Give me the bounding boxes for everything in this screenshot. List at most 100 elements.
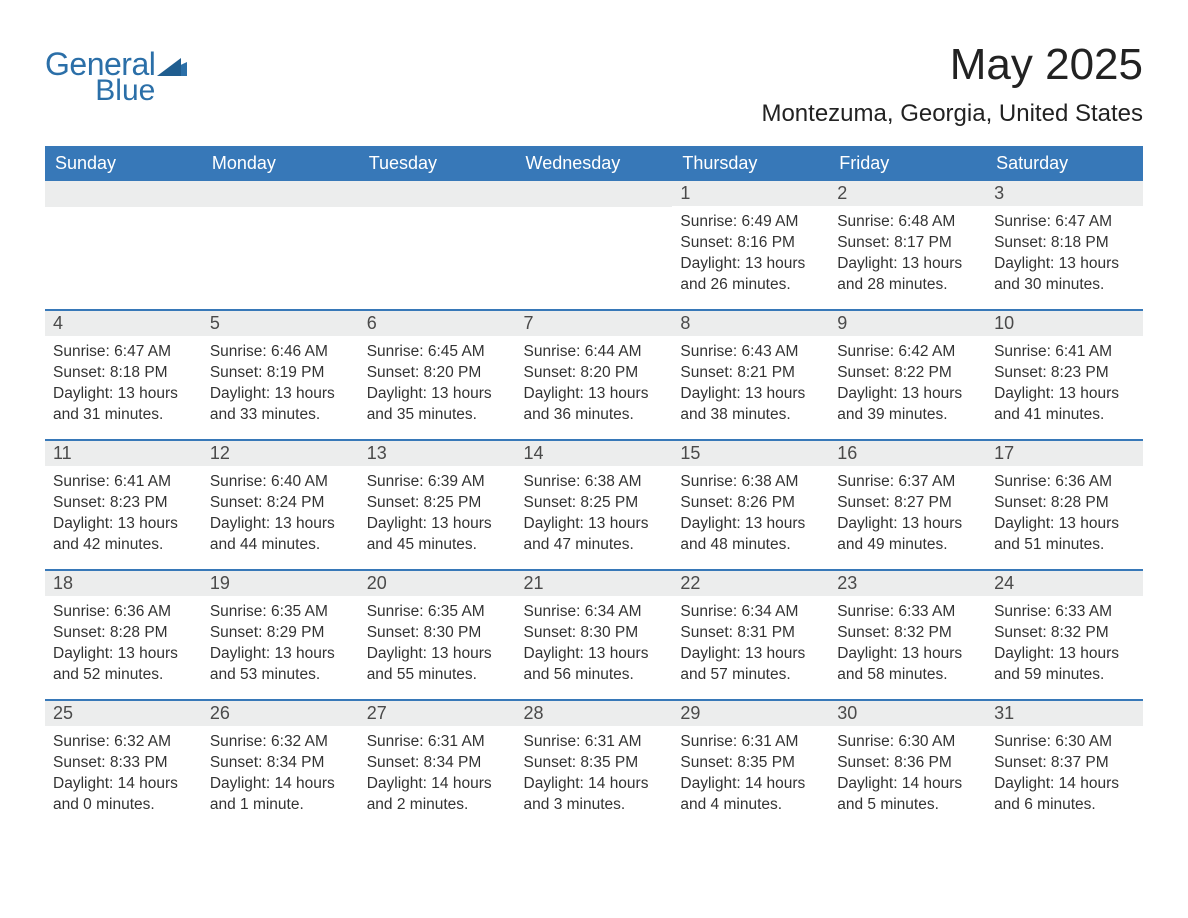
sunrise-text: Sunrise: 6:30 AM	[837, 732, 978, 753]
day-content: Sunrise: 6:41 AMSunset: 8:23 PMDaylight:…	[986, 336, 1143, 430]
daylight-text: Daylight: 14 hours and 3 minutes.	[524, 774, 665, 816]
daylight-text: Daylight: 13 hours and 26 minutes.	[680, 254, 821, 296]
logo-word-blue: Blue	[45, 77, 155, 104]
sunset-text: Sunset: 8:37 PM	[994, 753, 1135, 774]
daylight-text: Daylight: 13 hours and 28 minutes.	[837, 254, 978, 296]
day-number: 31	[986, 701, 1143, 726]
calendar-cell: 4Sunrise: 6:47 AMSunset: 8:18 PMDaylight…	[45, 310, 202, 440]
calendar-cell	[45, 181, 202, 310]
day-content: Sunrise: 6:40 AMSunset: 8:24 PMDaylight:…	[202, 466, 359, 560]
day-number: 12	[202, 441, 359, 466]
sunset-text: Sunset: 8:21 PM	[680, 363, 821, 384]
sunset-text: Sunset: 8:26 PM	[680, 493, 821, 514]
daylight-text: Daylight: 13 hours and 45 minutes.	[367, 514, 508, 556]
day-content: Sunrise: 6:31 AMSunset: 8:34 PMDaylight:…	[359, 726, 516, 820]
sunrise-text: Sunrise: 6:36 AM	[994, 472, 1135, 493]
day-content: Sunrise: 6:34 AMSunset: 8:31 PMDaylight:…	[672, 596, 829, 690]
calendar-cell: 29Sunrise: 6:31 AMSunset: 8:35 PMDayligh…	[672, 700, 829, 829]
daylight-text: Daylight: 14 hours and 0 minutes.	[53, 774, 194, 816]
calendar-cell: 9Sunrise: 6:42 AMSunset: 8:22 PMDaylight…	[829, 310, 986, 440]
day-content: Sunrise: 6:44 AMSunset: 8:20 PMDaylight:…	[516, 336, 673, 430]
sunset-text: Sunset: 8:34 PM	[210, 753, 351, 774]
sunrise-text: Sunrise: 6:33 AM	[994, 602, 1135, 623]
sunrise-text: Sunrise: 6:43 AM	[680, 342, 821, 363]
day-content: Sunrise: 6:30 AMSunset: 8:37 PMDaylight:…	[986, 726, 1143, 820]
sunset-text: Sunset: 8:35 PM	[524, 753, 665, 774]
day-content: Sunrise: 6:39 AMSunset: 8:25 PMDaylight:…	[359, 466, 516, 560]
calendar-week: 1Sunrise: 6:49 AMSunset: 8:16 PMDaylight…	[45, 181, 1143, 310]
day-content: Sunrise: 6:35 AMSunset: 8:29 PMDaylight:…	[202, 596, 359, 690]
sunrise-text: Sunrise: 6:46 AM	[210, 342, 351, 363]
day-number: 9	[829, 311, 986, 336]
day-content: Sunrise: 6:33 AMSunset: 8:32 PMDaylight:…	[986, 596, 1143, 690]
sunset-text: Sunset: 8:24 PM	[210, 493, 351, 514]
daylight-text: Daylight: 13 hours and 41 minutes.	[994, 384, 1135, 426]
sunrise-text: Sunrise: 6:32 AM	[210, 732, 351, 753]
daylight-text: Daylight: 13 hours and 44 minutes.	[210, 514, 351, 556]
day-number: 15	[672, 441, 829, 466]
sunset-text: Sunset: 8:27 PM	[837, 493, 978, 514]
calendar-table: Sunday Monday Tuesday Wednesday Thursday…	[45, 146, 1143, 829]
day-number	[45, 181, 202, 207]
calendar-cell: 2Sunrise: 6:48 AMSunset: 8:17 PMDaylight…	[829, 181, 986, 310]
col-thursday: Thursday	[672, 146, 829, 181]
daylight-text: Daylight: 13 hours and 58 minutes.	[837, 644, 978, 686]
day-number: 20	[359, 571, 516, 596]
sunrise-text: Sunrise: 6:39 AM	[367, 472, 508, 493]
calendar-cell	[359, 181, 516, 310]
day-content: Sunrise: 6:38 AMSunset: 8:25 PMDaylight:…	[516, 466, 673, 560]
sunset-text: Sunset: 8:35 PM	[680, 753, 821, 774]
sunrise-text: Sunrise: 6:33 AM	[837, 602, 978, 623]
daylight-text: Daylight: 14 hours and 4 minutes.	[680, 774, 821, 816]
sunset-text: Sunset: 8:18 PM	[53, 363, 194, 384]
sunrise-text: Sunrise: 6:31 AM	[524, 732, 665, 753]
daylight-text: Daylight: 13 hours and 48 minutes.	[680, 514, 821, 556]
sunrise-text: Sunrise: 6:40 AM	[210, 472, 351, 493]
day-number: 27	[359, 701, 516, 726]
sunset-text: Sunset: 8:23 PM	[53, 493, 194, 514]
sunset-text: Sunset: 8:17 PM	[837, 233, 978, 254]
day-content: Sunrise: 6:37 AMSunset: 8:27 PMDaylight:…	[829, 466, 986, 560]
sunrise-text: Sunrise: 6:31 AM	[680, 732, 821, 753]
calendar-cell: 7Sunrise: 6:44 AMSunset: 8:20 PMDaylight…	[516, 310, 673, 440]
calendar-cell: 3Sunrise: 6:47 AMSunset: 8:18 PMDaylight…	[986, 181, 1143, 310]
calendar-cell: 26Sunrise: 6:32 AMSunset: 8:34 PMDayligh…	[202, 700, 359, 829]
day-number	[359, 181, 516, 207]
day-number: 7	[516, 311, 673, 336]
day-content: Sunrise: 6:48 AMSunset: 8:17 PMDaylight:…	[829, 206, 986, 300]
calendar-cell: 28Sunrise: 6:31 AMSunset: 8:35 PMDayligh…	[516, 700, 673, 829]
sunrise-text: Sunrise: 6:44 AM	[524, 342, 665, 363]
daylight-text: Daylight: 14 hours and 6 minutes.	[994, 774, 1135, 816]
daylight-text: Daylight: 13 hours and 59 minutes.	[994, 644, 1135, 686]
calendar-cell: 17Sunrise: 6:36 AMSunset: 8:28 PMDayligh…	[986, 440, 1143, 570]
sunset-text: Sunset: 8:31 PM	[680, 623, 821, 644]
day-number: 22	[672, 571, 829, 596]
sunset-text: Sunset: 8:29 PM	[210, 623, 351, 644]
daylight-text: Daylight: 13 hours and 31 minutes.	[53, 384, 194, 426]
sunset-text: Sunset: 8:22 PM	[837, 363, 978, 384]
sunrise-text: Sunrise: 6:42 AM	[837, 342, 978, 363]
day-number: 11	[45, 441, 202, 466]
calendar-week: 11Sunrise: 6:41 AMSunset: 8:23 PMDayligh…	[45, 440, 1143, 570]
location: Montezuma, Georgia, United States	[761, 100, 1143, 128]
day-content: Sunrise: 6:36 AMSunset: 8:28 PMDaylight:…	[45, 596, 202, 690]
day-content: Sunrise: 6:42 AMSunset: 8:22 PMDaylight:…	[829, 336, 986, 430]
day-content: Sunrise: 6:35 AMSunset: 8:30 PMDaylight:…	[359, 596, 516, 690]
day-content: Sunrise: 6:31 AMSunset: 8:35 PMDaylight:…	[672, 726, 829, 820]
day-number: 23	[829, 571, 986, 596]
day-number	[516, 181, 673, 207]
daylight-text: Daylight: 13 hours and 47 minutes.	[524, 514, 665, 556]
day-number: 14	[516, 441, 673, 466]
sunrise-text: Sunrise: 6:37 AM	[837, 472, 978, 493]
daylight-text: Daylight: 14 hours and 5 minutes.	[837, 774, 978, 816]
calendar-cell: 20Sunrise: 6:35 AMSunset: 8:30 PMDayligh…	[359, 570, 516, 700]
sunrise-text: Sunrise: 6:35 AM	[367, 602, 508, 623]
sunrise-text: Sunrise: 6:48 AM	[837, 212, 978, 233]
daylight-text: Daylight: 13 hours and 49 minutes.	[837, 514, 978, 556]
sunrise-text: Sunrise: 6:36 AM	[53, 602, 194, 623]
calendar-cell: 19Sunrise: 6:35 AMSunset: 8:29 PMDayligh…	[202, 570, 359, 700]
day-number: 4	[45, 311, 202, 336]
sunrise-text: Sunrise: 6:32 AM	[53, 732, 194, 753]
day-content: Sunrise: 6:49 AMSunset: 8:16 PMDaylight:…	[672, 206, 829, 300]
daylight-text: Daylight: 13 hours and 33 minutes.	[210, 384, 351, 426]
